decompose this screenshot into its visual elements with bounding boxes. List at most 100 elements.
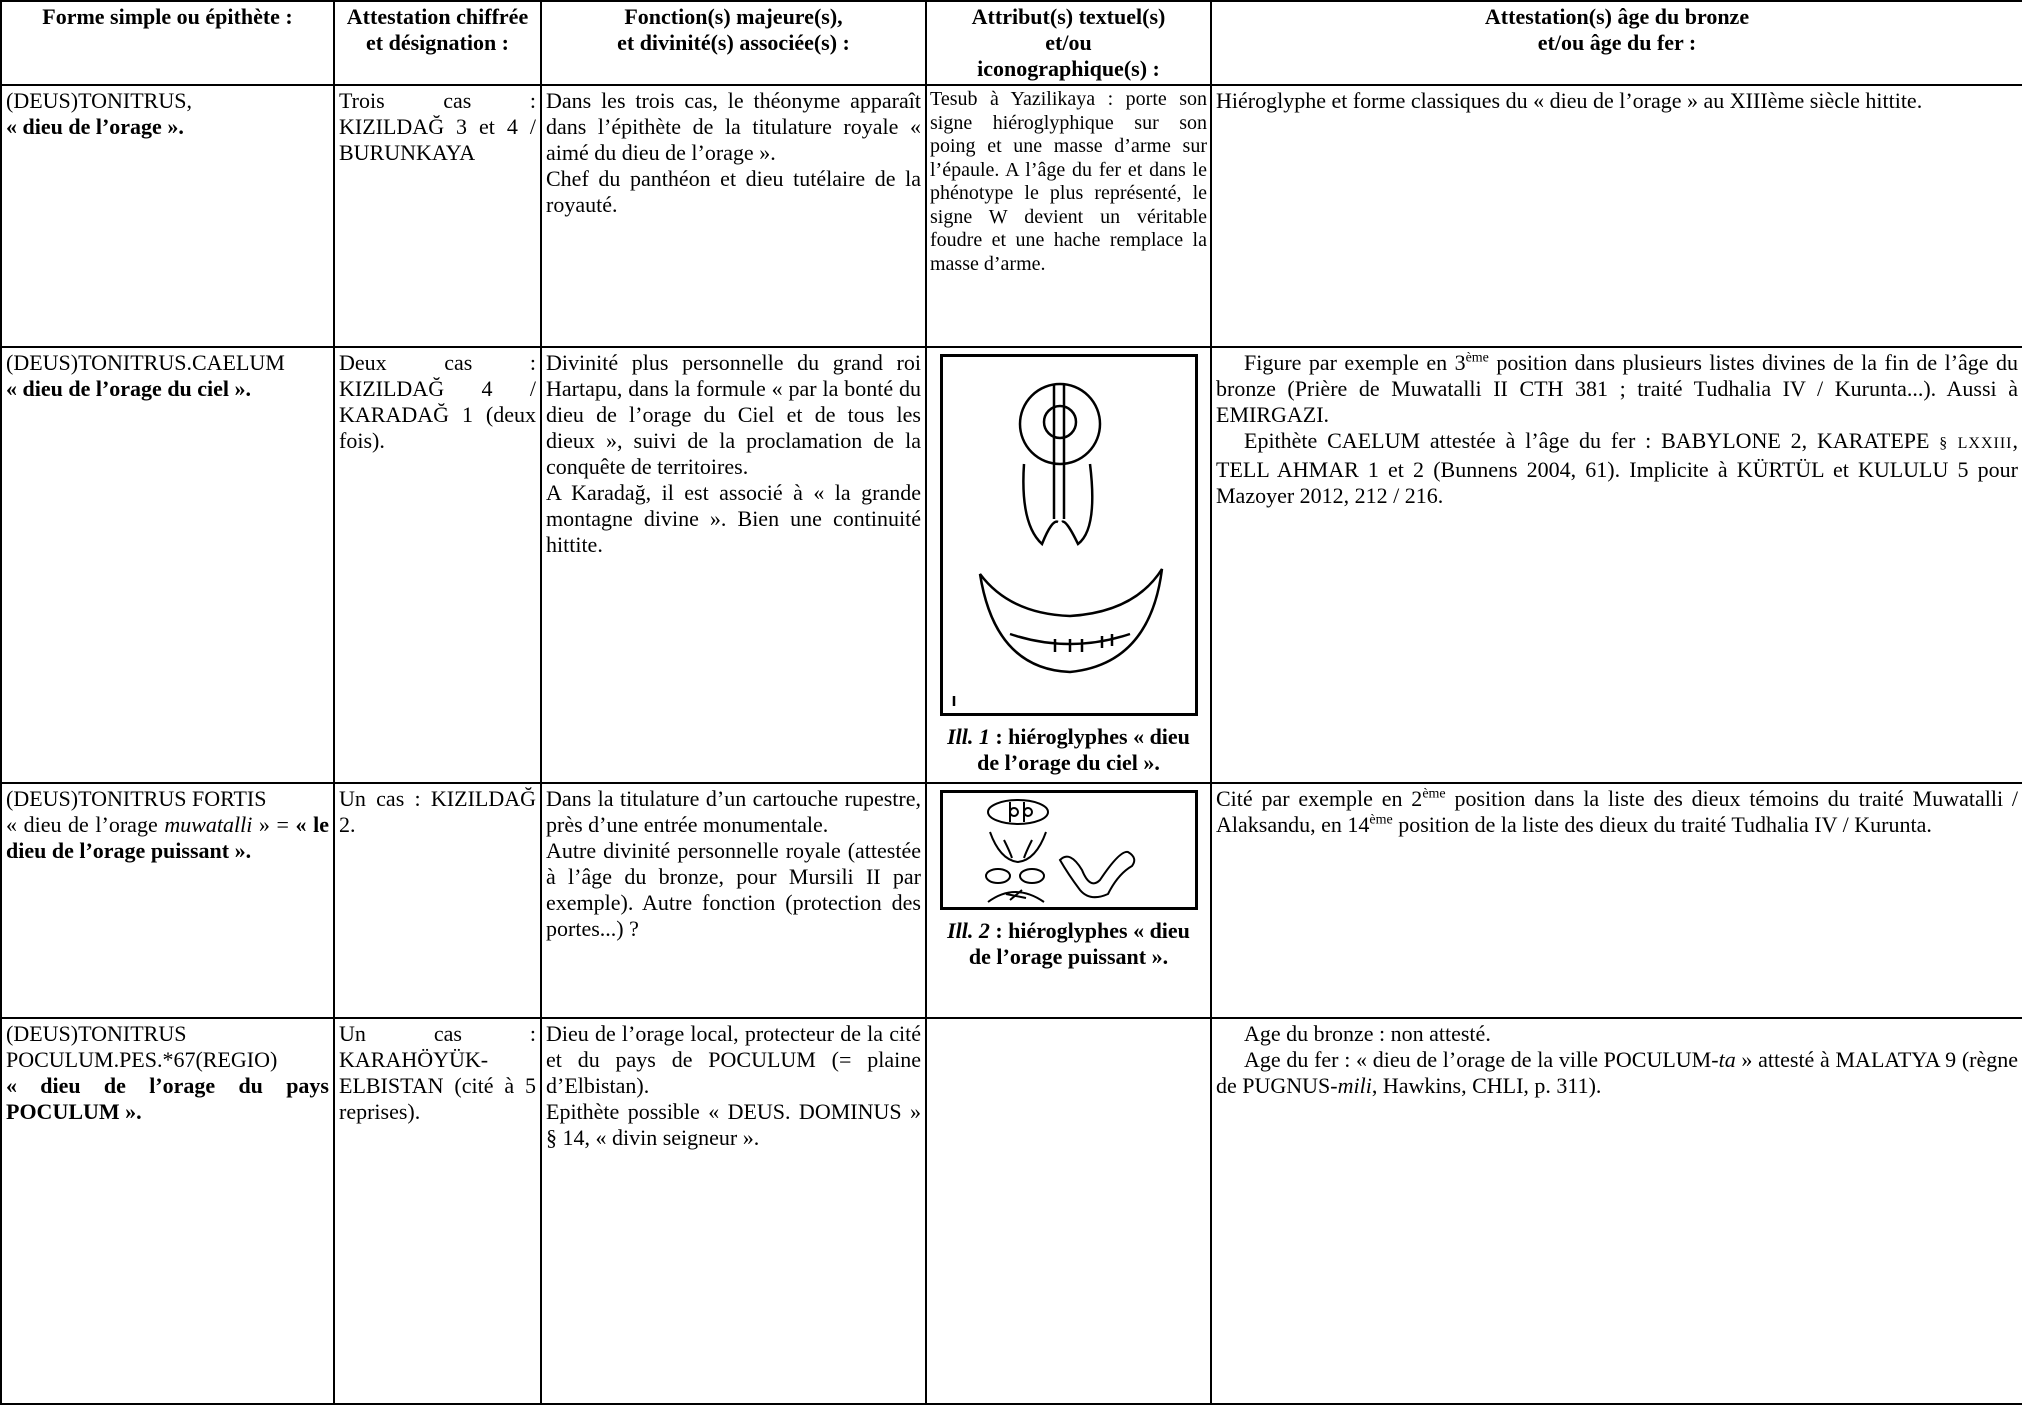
text-run: Autre divinité personnelle royale (attes… xyxy=(546,838,921,941)
cell: Age du bronze : non attesté. Age du fer :… xyxy=(1210,1017,2022,1405)
text-run: POCULUM.PES.*67(REGIO) xyxy=(6,1047,278,1072)
text-run: Dans la titulature d’un cartouche rupest… xyxy=(546,786,921,837)
text-run: (DEUS)TONITRUS.CAELUM xyxy=(6,350,285,375)
text-run: Chef du panthéon et dieu tutélaire de la… xyxy=(546,166,921,217)
text-run: ème xyxy=(1465,350,1489,366)
header-line: iconographique(s) : xyxy=(977,56,1160,81)
paragraph: (DEUS)TONITRUS FORTIS xyxy=(6,786,329,812)
text-run: , Hawkins, CHLI, p. 311). xyxy=(1371,1073,1602,1098)
row: (DEUS)TONITRUS FORTIS « dieu de l’orage m… xyxy=(0,782,2022,1019)
text-run: « dieu de l’orage du ciel ». xyxy=(6,376,252,401)
text-run: § LXXIII xyxy=(1939,435,2013,452)
text-run: : hiéroglyphes « dieu de l’orage du ciel… xyxy=(977,724,1190,775)
illustration xyxy=(939,354,1198,716)
text-run: ème xyxy=(1422,786,1446,802)
header-cell: Attestation chiffrée et désignation : xyxy=(333,0,542,86)
paragraph: Divinité plus personnelle du grand roi H… xyxy=(546,350,921,480)
cell: Un cas : KARAHÖYÜK-ELBISTAN (cité à 5 re… xyxy=(333,1017,542,1405)
paragraph: Un cas : KIZILDAĞ 2. xyxy=(339,786,536,838)
paragraph: Tesub à Yazilikaya : porte son signe hié… xyxy=(930,88,1207,276)
header-line: Forme simple ou épithète : xyxy=(42,4,293,29)
paragraph: (DEUS)TONITRUS.CAELUM xyxy=(6,350,329,376)
paragraph: Age du bronze : non attesté. xyxy=(1216,1021,2018,1047)
text-run: Age du bronze : non attesté. xyxy=(1244,1021,1491,1046)
cell: Divinité plus personnelle du grand roi H… xyxy=(540,346,927,784)
cell xyxy=(925,1017,1212,1405)
text-run: (DEUS)TONITRUS FORTIS xyxy=(6,786,267,811)
text-run: ta xyxy=(1718,1047,1736,1072)
row: (DEUS)TONITRUS POCULUM.PES.*67(REGIO) « di… xyxy=(0,1017,2022,1405)
illustration xyxy=(939,790,1198,910)
text-run: mili xyxy=(1337,1073,1372,1098)
text-run: (DEUS)TONITRUS, xyxy=(6,88,192,113)
paragraph: Dans les trois cas, le théonyme apparaît… xyxy=(546,88,921,166)
header-cell: Attestation(s) âge du bronze et/ou âge du… xyxy=(1210,0,2022,86)
paragraph: Autre divinité personnelle royale (attes… xyxy=(546,838,921,942)
text-run: Epithète CAELUM attestée à l’âge du fer … xyxy=(1244,428,1940,453)
cell: Trois cas : KIZILDAĞ 3 et 4 / BURUNKAYA xyxy=(333,84,542,348)
header-line: et/ou xyxy=(1045,30,1092,55)
paragraph: Hiéroglyphe et forme classiques du « die… xyxy=(1216,88,2018,114)
paragraph: Epithète CAELUM attestée à l’âge du fer … xyxy=(1216,428,2018,509)
caption: Ill. 1 : hiéroglyphes « dieu de l’orage … xyxy=(937,724,1200,776)
text-run: » attesté à MALATYA 9 (règne de PUGNUS- xyxy=(1216,1047,2018,1098)
text-run: Hiéroglyphe et forme classiques du « die… xyxy=(1216,88,1923,113)
header-line: Fonction(s) majeure(s), xyxy=(624,4,843,29)
paragraph: Dieu de l’orage local, protecteur de la … xyxy=(546,1021,921,1099)
header-line: Attestation chiffrée xyxy=(346,4,529,29)
text-run: position dans plusieurs listes divines d… xyxy=(1216,350,2018,427)
cell: (DEUS)TONITRUS.CAELUM « dieu de l’orage d… xyxy=(0,346,335,784)
text-run: Un cas : KARAHÖYÜK-ELBISTAN (cité à 5 re… xyxy=(339,1021,536,1124)
paragraph: (DEUS)TONITRUS, xyxy=(6,88,329,114)
cell: Ill. 1 : hiéroglyphes « dieu de l’orage … xyxy=(925,346,1212,784)
text-run: » = xyxy=(252,812,296,837)
paragraph: « dieu de l’orage muwatalli » = « le die… xyxy=(6,812,329,864)
text-run: ème xyxy=(1369,812,1393,828)
text-run: Ill. 1 xyxy=(947,724,990,749)
text-run: : hiéroglyphes « dieu de l’orage puissan… xyxy=(968,918,1190,969)
cell: (DEUS)TONITRUS FORTIS « dieu de l’orage m… xyxy=(0,782,335,1019)
text-run: « dieu de l’orage ». xyxy=(6,114,184,139)
text-run: Dieu de l’orage local, protecteur de la … xyxy=(546,1021,921,1098)
paragraph: Epithète possible « DEUS. DOMINUS » § 14… xyxy=(546,1099,921,1151)
header-cell: Fonction(s) majeure(s), et divinité(s) as… xyxy=(540,0,927,86)
paragraph: Chef du panthéon et dieu tutélaire de la… xyxy=(546,166,921,218)
cell: Dieu de l’orage local, protecteur de la … xyxy=(540,1017,927,1405)
header-line: et/ou âge du fer : xyxy=(1537,30,1697,55)
header-line: et désignation : xyxy=(366,30,509,55)
text-run: Ill. 2 xyxy=(947,918,990,943)
header-line: Attestation(s) âge du bronze xyxy=(1484,4,1750,29)
paragraph: « dieu de l’orage du pays POCULUM ». xyxy=(6,1073,329,1125)
cell: Cité par exemple en 2ème position dans l… xyxy=(1210,782,2022,1019)
text-run: (DEUS)TONITRUS xyxy=(6,1021,187,1046)
caption: Ill. 2 : hiéroglyphes « dieu de l’orage … xyxy=(937,918,1200,970)
text-run: Figure par exemple en 3 xyxy=(1244,350,1466,375)
paragraph: POCULUM.PES.*67(REGIO) xyxy=(6,1047,329,1073)
cell: (DEUS)TONITRUS, « dieu de l’orage ». xyxy=(0,84,335,348)
header-line: Attribut(s) textuel(s) xyxy=(971,4,1166,29)
header-line: et divinité(s) associée(s) : xyxy=(617,30,850,55)
cell: Dans les trois cas, le théonyme apparaît… xyxy=(540,84,927,348)
cell: Ill. 2 : hiéroglyphes « dieu de l’orage … xyxy=(925,782,1212,1019)
text-run: A Karadağ, il est associé à « la grande … xyxy=(546,480,921,557)
cell: Tesub à Yazilikaya : porte son signe hié… xyxy=(925,84,1212,348)
cell: (DEUS)TONITRUS POCULUM.PES.*67(REGIO) « di… xyxy=(0,1017,335,1405)
text-run: Deux cas : KIZILDAĞ 4 / KARADAĞ 1 (deux … xyxy=(339,350,536,453)
paragraph: Age du fer : « dieu de l’orage de la vil… xyxy=(1216,1047,2018,1099)
text-run: Cité par exemple en 2 xyxy=(1216,786,1423,811)
text-run: Dans les trois cas, le théonyme apparaît… xyxy=(546,88,921,165)
row: (DEUS)TONITRUS, « dieu de l’orage ». Troi… xyxy=(0,84,2022,348)
cell: Hiéroglyphe et forme classiques du « die… xyxy=(1210,84,2022,348)
paragraph: Dans la titulature d’un cartouche rupest… xyxy=(546,786,921,838)
header-row: Forme simple ou épithète : Attestation c… xyxy=(0,0,2022,86)
text-run: position de la liste des dieux du traité… xyxy=(1392,812,1932,837)
cell: Deux cas : KIZILDAĞ 4 / KARADAĞ 1 (deux … xyxy=(333,346,542,784)
text-run: muwatalli xyxy=(164,812,253,837)
paragraph: Cité par exemple en 2ème position dans l… xyxy=(1216,786,2018,838)
cell: Un cas : KIZILDAĞ 2. xyxy=(333,782,542,1019)
paragraph: « dieu de l’orage du ciel ». xyxy=(6,376,329,402)
text-run: « dieu de l’orage xyxy=(6,812,165,837)
